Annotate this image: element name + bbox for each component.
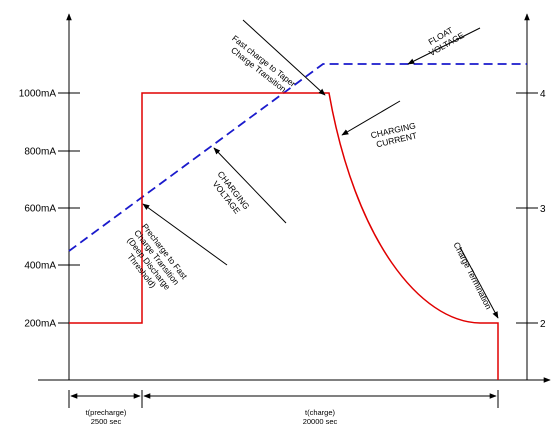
charge-interval-name: t(charge) xyxy=(305,408,336,417)
label-float-voltage: FLOAT VOLTAGE xyxy=(422,21,466,58)
left-tick-marks xyxy=(58,92,80,324)
arrow-charging-voltage xyxy=(213,147,287,224)
right-tick-marks xyxy=(516,92,538,324)
label-charging-voltage: CHARGING VOLTAGE xyxy=(208,169,253,219)
arrow-float-voltage xyxy=(407,27,481,65)
precharge-interval-name: t(precharge) xyxy=(86,408,127,417)
label-precharge: Precharge to Fast Charge Transition (Dee… xyxy=(116,222,191,302)
charge-interval-value: 20000 sec xyxy=(303,417,338,426)
left-tick-label: 200mA xyxy=(24,319,56,330)
arrow-fast-to-taper xyxy=(242,19,326,96)
precharge-interval-value: 2500 sec xyxy=(91,417,122,426)
label-charge-termination: Charge Termination xyxy=(451,240,494,311)
interval-markers xyxy=(68,390,499,408)
charging-voltage-curve xyxy=(68,63,527,252)
label-fast-to-taper: Fast charge to Taper Charge Transition xyxy=(224,33,300,98)
label-charging-current: CHARGING CURRENT xyxy=(370,120,421,150)
left-tick-label: 800mA xyxy=(24,147,56,158)
charging-current-curve xyxy=(69,92,499,380)
arrow-precharge xyxy=(142,203,228,266)
arrow-charging-current xyxy=(341,100,401,136)
left-tick-label: 400mA xyxy=(24,261,56,272)
right-tick-label: 3 xyxy=(540,204,546,215)
arrow-termination xyxy=(459,246,499,319)
left-tick-label: 600mA xyxy=(24,204,56,215)
right-tick-label: 2 xyxy=(540,319,546,330)
right-tick-label: 4 xyxy=(540,89,546,100)
left-tick-label: 1000mA xyxy=(19,89,57,100)
